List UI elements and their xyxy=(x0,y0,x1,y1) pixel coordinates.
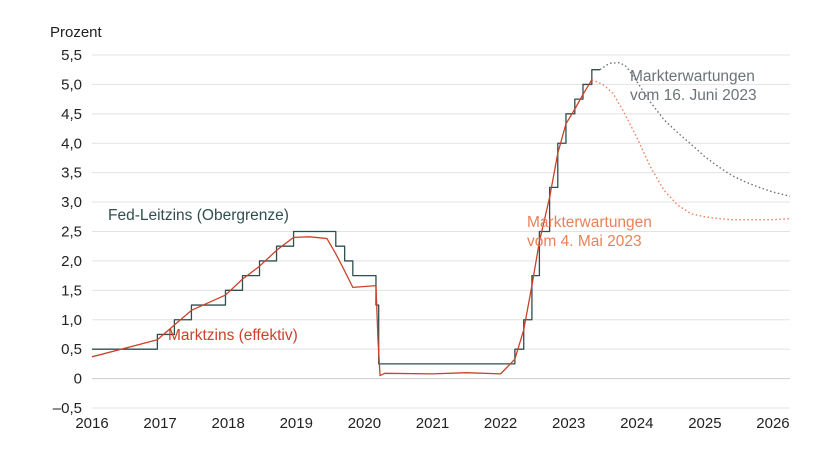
x-tick-label: 2019 xyxy=(280,415,313,432)
series-label-fed: Fed-Leitzins (Obergrenze) xyxy=(108,207,289,224)
x-tick-label: 2025 xyxy=(688,415,721,432)
x-tick-label: 2023 xyxy=(552,415,585,432)
x-tick-label: 2020 xyxy=(348,415,381,432)
label-june-line: Markterwartungen xyxy=(630,68,755,85)
x-tick-label: 2026 xyxy=(756,415,789,432)
y-tick-label: 4,5 xyxy=(61,106,82,123)
series-line-market xyxy=(91,79,593,377)
y-tick-label: 2,5 xyxy=(61,224,82,241)
x-tick-label: 2022 xyxy=(484,415,517,432)
y-tick-label: 5,5 xyxy=(61,47,82,64)
series-line-exp_june xyxy=(599,61,791,197)
gridlines xyxy=(92,54,790,409)
y-tick-label: 3,0 xyxy=(61,194,82,211)
y-tick-label: 3,5 xyxy=(61,165,82,182)
x-tick-label: 2018 xyxy=(212,415,245,432)
y-tick-label: 0 xyxy=(74,371,82,388)
y-tick-label: –0,5 xyxy=(53,400,82,417)
series-label-fed-text: Fed-Leitzins (Obergrenze) xyxy=(108,207,289,224)
y-tick-label: 5,0 xyxy=(61,76,82,93)
y-tick-label: 2,0 xyxy=(61,253,82,270)
label-june-line: vom 16. Juni 2023 xyxy=(630,87,757,104)
series-label-market: Marktzins (effektiv) xyxy=(168,327,298,344)
x-tick-label: 2021 xyxy=(416,415,449,432)
x-tick-label: 2024 xyxy=(620,415,653,432)
label-may-line: vom 4. Mai 2023 xyxy=(527,233,642,250)
label-may-line: Markterwartungen xyxy=(527,214,652,231)
y-tick-label: 0,5 xyxy=(61,341,82,358)
y-axis-unit-label: Prozent xyxy=(50,24,103,41)
y-tick-label: 1,0 xyxy=(61,312,82,329)
axis-ticks: –0,5 0 0,5 1,0 1,5 2,0 2,5 3,0 3,5 4,0 4,5 5,0 5,5 20… xyxy=(53,47,790,432)
series-label-expectations-june: Markterwartungen vom 16. Juni 2023 xyxy=(630,68,757,104)
x-tick-label: 2016 xyxy=(75,415,108,432)
y-tick-label: 4,0 xyxy=(61,135,82,152)
series-line-exp_may xyxy=(591,79,791,221)
x-tick-label: 2017 xyxy=(143,415,176,432)
series-label-expectations-may: Markterwartungen vom 4. Mai 2023 xyxy=(527,214,652,250)
svg-text:Fed-Leitzins (Obergrenze): Fed-Leitzins (Obergrenze) xyxy=(108,207,289,224)
series-lines xyxy=(91,61,791,377)
y-tick-label: 1,5 xyxy=(61,282,82,299)
